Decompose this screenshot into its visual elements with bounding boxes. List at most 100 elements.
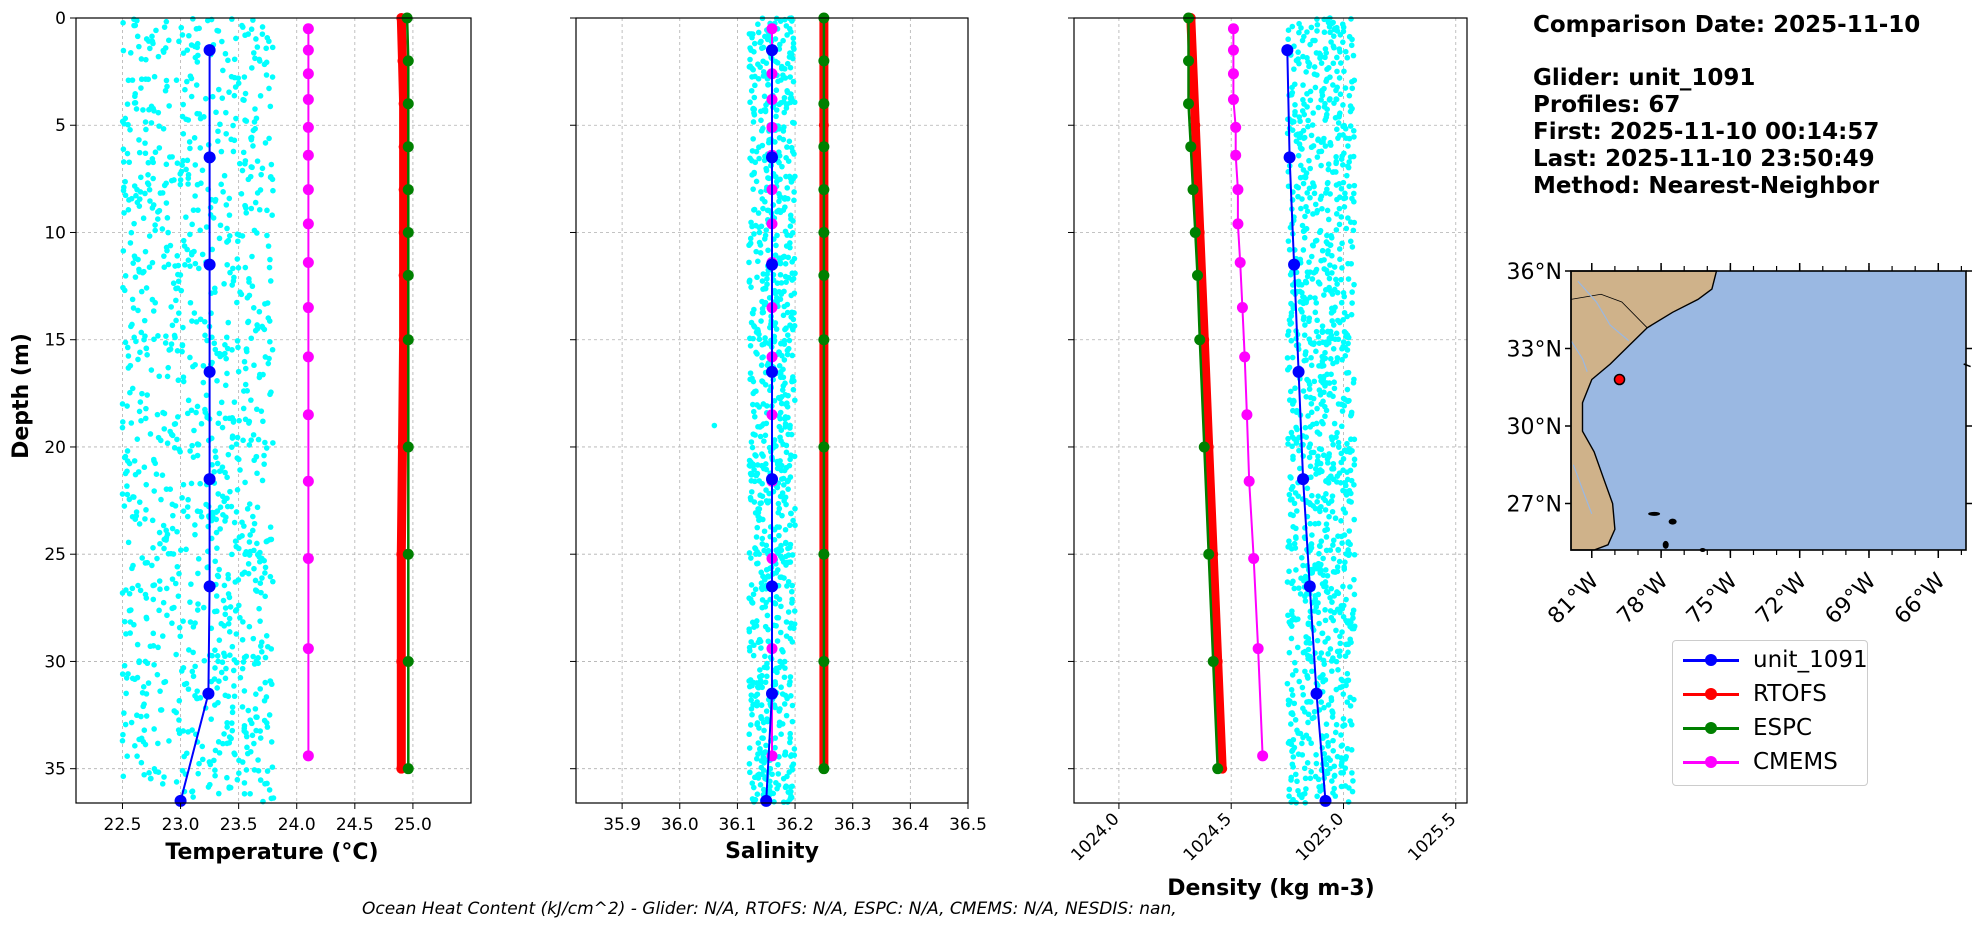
glider-scatter-point (757, 746, 763, 752)
glider-scatter-point (160, 125, 167, 132)
glider-scatter-point (1322, 54, 1328, 61)
y-tick-label: 10 (44, 223, 66, 243)
glider-scatter-point (1324, 526, 1331, 533)
glider-scatter-point (1285, 435, 1291, 442)
glider-scatter-point (241, 688, 248, 694)
glider-scatter-point (757, 782, 764, 788)
density-axis-label: Density (kg m-3) (1167, 876, 1375, 901)
glider-scatter-point (214, 460, 221, 467)
glider-scatter-point (1340, 723, 1346, 729)
glider-scatter-point (199, 743, 206, 750)
unit_1091-profile-point (760, 794, 773, 807)
glider-scatter-point (141, 701, 147, 707)
glider-scatter-point (1318, 162, 1324, 169)
glider-scatter-point (263, 632, 270, 639)
glider-scatter-point (759, 378, 766, 385)
glider-scatter-point (136, 269, 143, 275)
glider-scatter-point (757, 433, 764, 440)
map-lon-label: 78°W (1613, 568, 1674, 629)
unit_1091-profile-point (1297, 473, 1310, 486)
glider-scatter-point (1320, 678, 1326, 685)
glider-scatter-point (1299, 108, 1306, 114)
espc-profile-point (1212, 763, 1224, 775)
glider-scatter-point (190, 16, 196, 22)
glider-scatter-point (763, 708, 770, 714)
espc-profile-point (818, 655, 830, 667)
x-tick-label: 24.5 (336, 815, 374, 835)
glider-scatter-point (161, 545, 167, 552)
glider-scatter-point (1306, 259, 1312, 265)
glider-scatter-point (758, 569, 765, 576)
glider-scatter-point (254, 540, 260, 547)
unit_1091-profile-point (766, 151, 778, 164)
glider-scatter-point (791, 608, 798, 614)
glider-scatter-point (790, 761, 797, 767)
map-lon-label: 72°W (1751, 568, 1812, 629)
glider-scatter-point (1323, 267, 1330, 274)
glider-scatter-point (172, 263, 178, 269)
glider-scatter-point (230, 122, 236, 129)
glider-scatter-point (1346, 159, 1352, 165)
legend: unit_1091 RTOFS ESPC CMEMS (1672, 640, 1868, 786)
glider-scatter-point (1315, 104, 1322, 111)
glider-scatter-point (125, 539, 132, 546)
glider-scatter-point (1334, 28, 1341, 34)
glider-scatter-point (208, 678, 215, 685)
glider-scatter-point (243, 210, 250, 216)
glider-scatter-point (1319, 581, 1326, 587)
glider-scatter-point (1305, 413, 1311, 419)
glider-scatter-point (163, 77, 170, 84)
glider-scatter-point (268, 681, 275, 688)
glider-scatter-point (776, 719, 783, 726)
glider-scatter-point (247, 717, 254, 723)
glider-scatter-point (119, 738, 126, 744)
glider-scatter-point (263, 694, 270, 700)
x-tick-label: 22.5 (104, 815, 142, 835)
glider-scatter-point (217, 467, 224, 474)
glider-scatter-point (242, 202, 248, 209)
glider-scatter-point (1334, 68, 1340, 75)
glider-scatter-point (1299, 740, 1305, 747)
glider-scatter-point (778, 684, 784, 691)
glider-scatter-point (137, 399, 144, 405)
glider-scatter-point (234, 776, 241, 783)
unit_1091-profile-point (766, 258, 778, 271)
glider-scatter-point (143, 56, 149, 63)
glider-scatter-point (788, 588, 795, 595)
glider-scatter-point (1335, 401, 1342, 407)
glider-scatter-point (1311, 378, 1318, 385)
glider-scatter-point (236, 160, 243, 167)
glider-scatter-point (191, 135, 198, 141)
glider-scatter-point (247, 173, 254, 180)
glider-scatter-point (122, 339, 129, 346)
glider-scatter-point (183, 116, 189, 123)
glider-scatter-point (1294, 727, 1300, 734)
glider-scatter-point (781, 303, 788, 310)
glider-scatter-point (1327, 646, 1334, 652)
glider-scatter-point (225, 319, 232, 326)
glider-scatter-point (1351, 591, 1358, 598)
glider-scatter-point (235, 577, 242, 583)
glider-scatter-point (1325, 635, 1331, 642)
glider-scatter-point (1338, 299, 1345, 306)
glider-scatter-point (239, 704, 246, 710)
glider-scatter-point (174, 253, 181, 259)
glider-scatter-point (127, 389, 133, 396)
glider-scatter-point (751, 49, 757, 55)
glider-scatter-point (1308, 740, 1314, 747)
glider-scatter-point (120, 773, 127, 780)
glider-scatter-point (138, 759, 145, 766)
glider-scatter-point (269, 346, 276, 353)
glider-scatter-point (1338, 676, 1345, 683)
glider-scatter-point (1340, 102, 1346, 108)
glider-scatter-point (260, 418, 266, 425)
glider-scatter-point (1351, 182, 1358, 189)
glider-scatter-point (773, 443, 779, 449)
cmems-profile-point (1234, 257, 1246, 269)
glider-scatter-point (134, 436, 141, 442)
glider-scatter-point (224, 724, 230, 730)
glider-scatter-point (236, 232, 243, 239)
glider-scatter-point (1314, 498, 1320, 505)
glider-scatter-point (783, 633, 790, 639)
glider-scatter-point (1300, 180, 1307, 187)
